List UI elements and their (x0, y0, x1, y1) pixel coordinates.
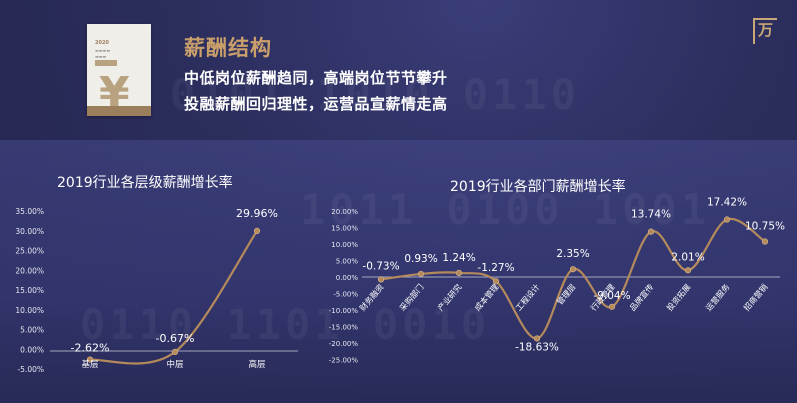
chart-2-y-tick-label: 15.00% (331, 225, 358, 233)
chart-2-series-line (380, 217, 766, 340)
chart-2-category-label: 成本管理 (472, 282, 500, 313)
chart-band (0, 140, 797, 403)
cover-year: 2020 (95, 40, 109, 46)
chart-2-data-label: 2.01% (671, 251, 704, 263)
chart-2-category-label: 产业研究 (435, 282, 463, 313)
brand-logo: 万 (753, 18, 777, 44)
chart-1-data-point (86, 356, 94, 363)
chart-2-category-label: 工程设计 (513, 282, 541, 313)
chart-2-data-point (492, 278, 500, 285)
chart-2-y-tick-label: -25.00% (329, 357, 359, 365)
brand-logo-mark: 万 (758, 21, 774, 39)
chart-2-category-label: 品牌宣传 (627, 282, 655, 313)
chart-2-data-label: 10.75% (745, 221, 785, 233)
chart-2-y-tick-label: 0.00% (336, 274, 359, 282)
chart-1-y-tick-label: 5.00% (20, 326, 44, 335)
chart-2-data-point (455, 269, 463, 277)
section-title: 薪酬结构 (184, 36, 272, 60)
chart-1-category-label: 高层 (248, 359, 265, 370)
chart-2-data-label: 2.35% (556, 248, 589, 260)
chart-2-data-point (761, 238, 769, 245)
summary-line-1: 中低岗位薪酬趋同，高端岗位节节攀升 (184, 69, 448, 87)
chart-1-data-point (253, 227, 261, 235)
chart-2-y-tick-label: -15.00% (329, 324, 359, 332)
chart-1-data-label: -0.67% (156, 332, 195, 345)
chart-2-data-point (533, 335, 541, 342)
chart-2-data-label: 13.74% (631, 209, 671, 221)
chart-1-data-label: 29.96% (236, 207, 278, 220)
chart-2-title: 2019行业各部门薪酬增长率 (450, 179, 626, 195)
chart-1-y-tick-label: 20.00% (15, 266, 44, 275)
chart-2-y-tick-label: 5.00% (336, 258, 359, 266)
chart-1-title: 2019行业各层级薪酬增长率 (57, 175, 233, 191)
chart-2-data-label: -18.63% (515, 341, 559, 353)
summary-line-2: 投融薪酬回归理性，运营品宣薪情走高 (184, 95, 448, 113)
chart-1-series-line (89, 230, 258, 365)
chart-2-data-point (377, 276, 385, 283)
chart-2-y-tick-label: -20.00% (329, 340, 359, 348)
chart-2-data-label: 17.42% (707, 197, 747, 209)
chart-2-data-point (647, 228, 655, 235)
chart-2-category-label: 招商营销 (741, 282, 769, 313)
chart-2-y-tick-label: 20.00% (331, 208, 358, 216)
chart-1-category-label: 中层 (166, 359, 183, 370)
chart-1-y-tick-label: 0.00% (20, 345, 44, 354)
background-watermark: 0110 1101 0010 (80, 300, 491, 349)
chart-2-data-label: -0.73% (362, 260, 399, 272)
chart-2-data-label: -9.04% (593, 290, 630, 302)
chart-1-data-label: -2.62% (71, 342, 110, 355)
background-watermark: 0101 1010 0110 (170, 70, 581, 119)
chart-2-category-label: 财务融资 (357, 282, 385, 313)
chart-2-data-point (723, 216, 731, 223)
chart-2-y-tick-label: 10.00% (331, 241, 358, 249)
chart-2-data-point (608, 303, 616, 310)
chart-2-y-tick-label: -10.00% (329, 307, 359, 315)
chart-2-data-point (569, 266, 577, 273)
chart-1-y-tick-label: 30.00% (15, 227, 44, 236)
chart-1-y-tick-label: 25.00% (15, 247, 44, 256)
chart-1-data-point (171, 348, 179, 355)
chart-2-data-point (417, 270, 425, 278)
report-cover-image: 2020 ▬▬▬▬ ▬▬▬ ¥ (87, 24, 151, 116)
chart-1-y-tick-label: 15.00% (15, 286, 44, 295)
chart-1-y-tick-label: -5.00% (17, 365, 44, 374)
cover-tag (95, 60, 117, 66)
chart-2-data-label: 1.24% (442, 252, 475, 264)
chart-2-category-label: 投资拓展 (664, 282, 692, 313)
chart-1-category-label: 基层 (81, 359, 98, 370)
chart-2-data-point (684, 267, 692, 274)
chart-2-data-label: 0.93% (404, 253, 437, 265)
chart-2-category-label: 采购部门 (397, 282, 425, 313)
chart-1-y-tick-label: 10.00% (15, 306, 44, 315)
chart-2-category-label: 运营服务 (703, 282, 731, 313)
chart-1-y-tick-label: 35.00% (15, 207, 44, 216)
chart-2-y-tick-label: -5.00% (333, 291, 358, 299)
chart-2-data-label: -1.27% (477, 262, 514, 274)
cover-footer-strip (87, 106, 151, 116)
background-watermark: 1011 0100 1001 (300, 185, 711, 234)
cover-text-lines: ▬▬▬▬ ▬▬▬ (95, 48, 111, 59)
